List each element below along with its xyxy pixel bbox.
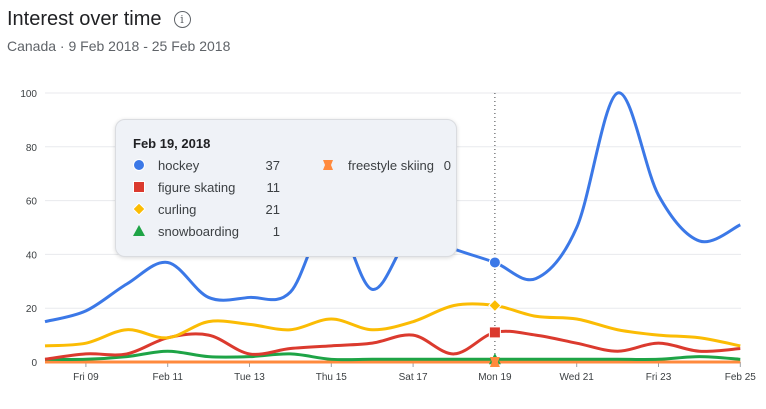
diamond-marker xyxy=(132,202,146,216)
circle-marker-icon xyxy=(133,159,145,171)
x-tick-label: Fri 23 xyxy=(646,372,672,383)
tooltip-row: hockey 37 xyxy=(132,158,280,173)
y-tick-label: 20 xyxy=(26,304,38,315)
x-tick-label: Tue 13 xyxy=(234,372,265,383)
x-tick-label: Fri 09 xyxy=(73,372,99,383)
triangle-marker-icon xyxy=(133,225,145,236)
tooltip-value: 1 xyxy=(272,223,280,239)
tooltip-value: 21 xyxy=(265,201,280,217)
y-tick-label: 80 xyxy=(26,143,38,154)
diamond-marker-icon xyxy=(132,202,146,216)
square-marker-icon xyxy=(133,181,145,193)
tooltip-row: snowboarding 1 xyxy=(132,224,280,239)
tooltip-label: hockey xyxy=(158,157,200,173)
point-marker-curling xyxy=(488,298,502,313)
chart-title: Interest over time i xyxy=(7,8,191,31)
tooltip-row: figure skating 11 xyxy=(132,180,280,195)
point-marker-hockey xyxy=(488,256,501,269)
tooltip-label: figure skating xyxy=(158,179,236,195)
square-marker xyxy=(133,181,145,193)
x-tick-label: Sat 17 xyxy=(399,372,428,383)
triangle-marker xyxy=(133,225,145,236)
x-tick-label: Mon 19 xyxy=(478,372,512,383)
info-icon[interactable]: i xyxy=(173,11,191,28)
tooltip-date: Feb 19, 2018 xyxy=(133,136,211,151)
title-text: Interest over time xyxy=(7,8,162,30)
bowtie-marker-icon xyxy=(323,160,333,170)
bowtie-marker xyxy=(323,160,333,170)
series-line-snowboarding[interactable] xyxy=(44,349,741,362)
y-tick-label: 40 xyxy=(26,250,38,261)
tooltip-value: 0 xyxy=(443,157,451,173)
y-tick-label: 60 xyxy=(26,197,38,208)
tooltip-value: 11 xyxy=(266,179,281,195)
point-marker-figure-skating xyxy=(488,326,501,339)
x-tick-label: Feb 11 xyxy=(153,372,184,383)
tooltip: Feb 19, 2018 hockey 37 figure skating 11 cur… xyxy=(115,119,457,257)
x-tick-label: Feb 25 xyxy=(725,372,757,383)
series-line-curling[interactable] xyxy=(44,302,741,348)
tooltip-label: freestyle skiing xyxy=(348,157,434,173)
point-marker-freestyle-skiing xyxy=(489,357,500,367)
tooltip-value: 37 xyxy=(265,157,280,173)
x-tick-label: Wed 21 xyxy=(560,372,595,383)
tooltip-label: snowboarding xyxy=(158,223,239,239)
circle-marker xyxy=(133,159,145,171)
subtitle: Canada · 9 Feb 2018 - 25 Feb 2018 xyxy=(7,38,231,54)
y-tick-label: 0 xyxy=(31,358,37,369)
x-tick-label: Thu 15 xyxy=(316,372,348,383)
tooltip-row: curling 21 xyxy=(132,202,280,217)
tooltip-row: freestyle skiing 0 xyxy=(321,158,451,173)
tooltip-label: curling xyxy=(158,201,197,217)
y-tick-label: 100 xyxy=(20,89,37,100)
